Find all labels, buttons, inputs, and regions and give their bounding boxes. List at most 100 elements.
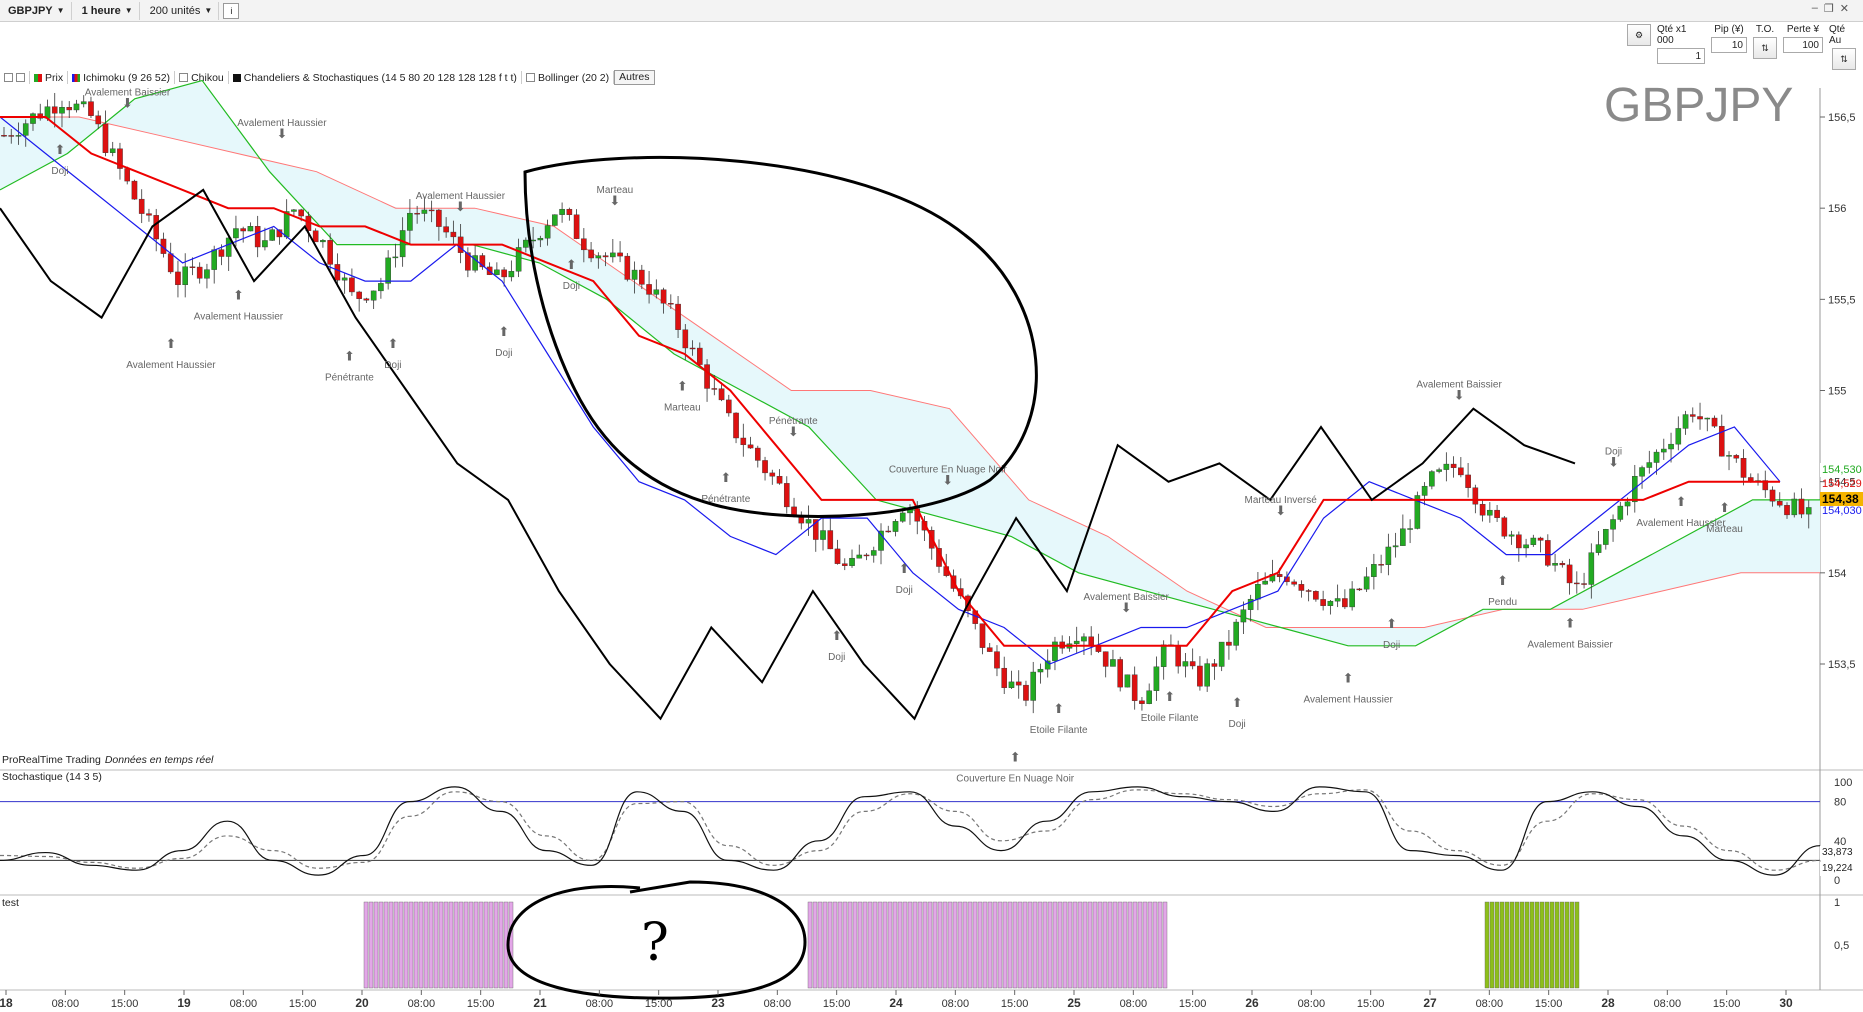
down-arrow-icon: ⬇ (788, 425, 799, 440)
candle-body (1494, 509, 1500, 518)
test-bar (1559, 901, 1565, 989)
x-tick-label: 08:00 (1298, 998, 1326, 1010)
test-bar (827, 901, 833, 989)
legend-chikou[interactable]: Chikou (175, 71, 229, 84)
candle-body (254, 226, 261, 248)
kijun-price-tag: 154,529 (1822, 478, 1862, 490)
candle-body (1139, 700, 1145, 704)
checkbox-icon[interactable] (525, 73, 535, 82)
candle-body (1044, 660, 1051, 670)
info-icon[interactable]: i (223, 2, 240, 19)
tools-icon[interactable] (4, 73, 13, 82)
y-tick-label: 154,5 (1828, 477, 1856, 489)
candle-body (189, 266, 196, 268)
candle-body (1552, 563, 1558, 566)
test-bar (1152, 901, 1158, 989)
candle-body (1291, 581, 1297, 585)
candle-body (682, 329, 689, 349)
legend-ichimoku[interactable]: Ichimoku (9 26 52) (68, 71, 176, 84)
test-bar (902, 901, 908, 989)
pattern-label: Pendu (1488, 597, 1517, 608)
candle-body (1327, 600, 1334, 606)
y-tick-label: 156 (1828, 203, 1846, 215)
chart-toolbar: GBPJPY ▼ 1 heure ▼ 200 unités ▼ i – ❐ ✕ (0, 0, 1863, 22)
symbol-select[interactable]: GBPJPY ▼ (2, 1, 72, 20)
pip-label: Pip (¥) (1714, 24, 1744, 35)
test-bar (1147, 901, 1153, 989)
up-arrow-icon: ⬆ (566, 258, 577, 273)
candle-body (421, 209, 428, 214)
candle-icon (34, 73, 42, 82)
wrench-icon[interactable]: ⚙ (1627, 24, 1651, 46)
units-select[interactable]: 200 unités ▼ (144, 1, 220, 20)
candle-body (1624, 501, 1631, 507)
test-bar (907, 901, 913, 989)
candle-body (559, 208, 565, 215)
legend-bollinger-label: Bollinger (20 2) (537, 71, 610, 84)
candle-body (769, 472, 776, 477)
test-bar (1037, 901, 1043, 989)
test-bars-pink-1 (363, 901, 514, 989)
test-pane-label[interactable]: test (2, 897, 19, 909)
candle-body (994, 651, 1000, 669)
candle-body (631, 269, 638, 280)
test-bar (1092, 901, 1098, 989)
test-bar (1132, 901, 1138, 989)
restore-icon[interactable]: ❐ (1823, 3, 1834, 15)
candle-body (646, 284, 652, 295)
candle-body (1392, 545, 1399, 548)
close-icon[interactable]: ✕ (1839, 3, 1849, 15)
candle-body (878, 530, 884, 551)
others-button[interactable]: Autres (614, 70, 655, 85)
legend-candles-stoch-label: Chandeliers & Stochastiques (14 5 80 20 … (243, 71, 517, 84)
stoch-pane-label[interactable]: Stochastique (14 3 5) (2, 771, 102, 783)
test-bar (857, 901, 863, 989)
test-bar (957, 901, 963, 989)
test-bar (1072, 901, 1078, 989)
pattern-label: Marteau (1706, 524, 1743, 535)
buy-sell-icon[interactable]: ⇅ (1832, 48, 1856, 70)
candle-body (776, 476, 783, 484)
minimize-icon[interactable]: – (1811, 2, 1818, 14)
candle-body (138, 198, 145, 214)
candle-body (1805, 507, 1812, 515)
candle-body (1559, 563, 1566, 566)
x-tick-label: 08:00 (230, 998, 258, 1010)
candle-body (697, 347, 703, 365)
checkbox-icon[interactable] (179, 73, 189, 82)
candle-body (1639, 467, 1645, 477)
pattern-label: Marteau (664, 403, 701, 414)
legend-price[interactable]: Prix (30, 71, 69, 84)
legend-bollinger[interactable]: Bollinger (20 2) (522, 71, 615, 84)
candle-body (1081, 636, 1087, 642)
order-type-icon[interactable]: ⇅ (1753, 37, 1777, 59)
arrow-icon[interactable] (16, 73, 25, 82)
candle-body (1443, 463, 1450, 470)
timeframe-select[interactable]: 1 heure ▼ (76, 1, 140, 20)
window-controls: – ❐ ✕ (1812, 2, 1849, 15)
stoch-y-tick-label: 0 (1834, 875, 1840, 887)
legend-tools[interactable] (0, 71, 30, 84)
candle-body (15, 135, 22, 137)
test-bar (1057, 901, 1063, 989)
pattern-label: Couverture En Nuage Noir (889, 465, 1008, 476)
candle-body (675, 303, 681, 330)
candle-body (501, 269, 507, 278)
candle-body (1110, 659, 1116, 667)
loss-input[interactable]: 100 (1783, 37, 1823, 53)
ichimoku-cloud (0, 81, 1820, 646)
test-bar (1002, 901, 1008, 989)
test-bar (1052, 901, 1058, 989)
legend-candles-stoch[interactable]: Chandeliers & Stochastiques (14 5 80 20 … (229, 71, 522, 84)
pattern-label: Pénétrante (769, 416, 818, 427)
test-bar (1484, 901, 1490, 989)
candle-body (639, 269, 645, 285)
candle-body (1356, 588, 1363, 591)
pip-input[interactable]: 10 (1711, 37, 1747, 53)
test-bar (458, 901, 464, 989)
test-bar (877, 901, 883, 989)
test-bar (972, 901, 978, 989)
qty-input[interactable]: 1 (1657, 48, 1705, 64)
test-bar (982, 901, 988, 989)
test-bar (1519, 901, 1525, 989)
